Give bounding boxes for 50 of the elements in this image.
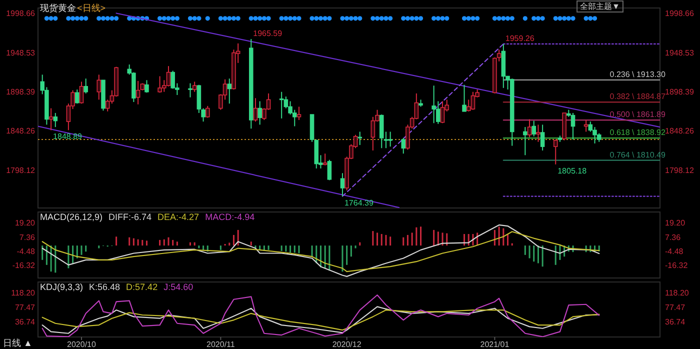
x-tick-label: 2021/01	[480, 340, 510, 349]
annotation: 1805.18	[558, 166, 588, 176]
y-tick-label: 118.20	[11, 288, 36, 298]
y2-tick-label: -16.32	[665, 260, 688, 270]
annotation: 0.382 \ 1884.87	[610, 92, 666, 102]
annotation: 1959.26	[505, 34, 535, 43]
y2-tick-label: 1798.12	[665, 166, 694, 175]
text: J:54.60	[164, 282, 194, 292]
text: D:57.42	[126, 282, 158, 292]
annotation: 0.236 \ 1913.30	[610, 70, 666, 79]
y-tick-label: -4.48	[16, 246, 36, 256]
annotation: 1848.89	[53, 132, 83, 142]
y-tick-label: 1998.66	[6, 9, 36, 18]
text: DIFF:-6.74	[108, 212, 152, 222]
y-tick-label: 1798.12	[6, 166, 36, 175]
y2-tick-label: 7.36	[665, 232, 682, 242]
annotation: MACD:-4.94	[205, 212, 255, 222]
y2-tick-label: 1898.39	[665, 88, 694, 97]
annotation: 0.500 \ 1861.89	[610, 110, 666, 120]
y-tick-label: 19.20	[14, 218, 36, 228]
y-tick-label: 1898.39	[6, 88, 36, 97]
y-tick-label: -16.32	[12, 260, 36, 270]
y2-tick-label: 77.47	[665, 303, 686, 312]
annotation: 1764.39	[344, 198, 374, 208]
x-tick-label: 2020/11	[206, 340, 236, 349]
annotation: 0.618 \ 1838.92	[610, 128, 666, 138]
chart-title: 现货黄金	[40, 3, 76, 13]
x-tick-label: 2020/12	[332, 340, 362, 349]
y2-tick-label: -4.48	[665, 246, 684, 256]
text: DEA:-4.27	[158, 212, 200, 222]
chart-title: MACD(26,12,9)	[40, 212, 103, 222]
x-tick-label: 2020/10	[67, 340, 97, 349]
annotation: 全部主题▼	[580, 2, 620, 11]
annotation: 0.764 \ 1810.49	[610, 150, 666, 160]
annotation: 1965.59	[253, 29, 283, 38]
y-tick-label: 77.47	[14, 303, 36, 312]
y2-tick-label: 1948.53	[665, 48, 694, 58]
y-tick-label: 1848.26	[6, 126, 36, 136]
y-tick-label: 7.36	[19, 232, 36, 242]
y2-tick-label: 36.74	[665, 318, 686, 327]
text: K:56.48	[89, 282, 120, 292]
y-tick-label: 36.74	[14, 318, 36, 327]
y-tick-label: 1948.53	[6, 48, 36, 58]
text: 日线 ▲	[3, 338, 32, 348]
chart-title: KDJ(9,3,3)	[40, 282, 84, 292]
y2-tick-label: 19.20	[665, 218, 686, 228]
y2-tick-label: 1848.26	[665, 126, 694, 136]
chart-subtitle: <日线>	[77, 3, 106, 13]
y2-tick-label: 118.20	[665, 288, 690, 298]
y2-tick-label: 1998.66	[665, 9, 694, 18]
